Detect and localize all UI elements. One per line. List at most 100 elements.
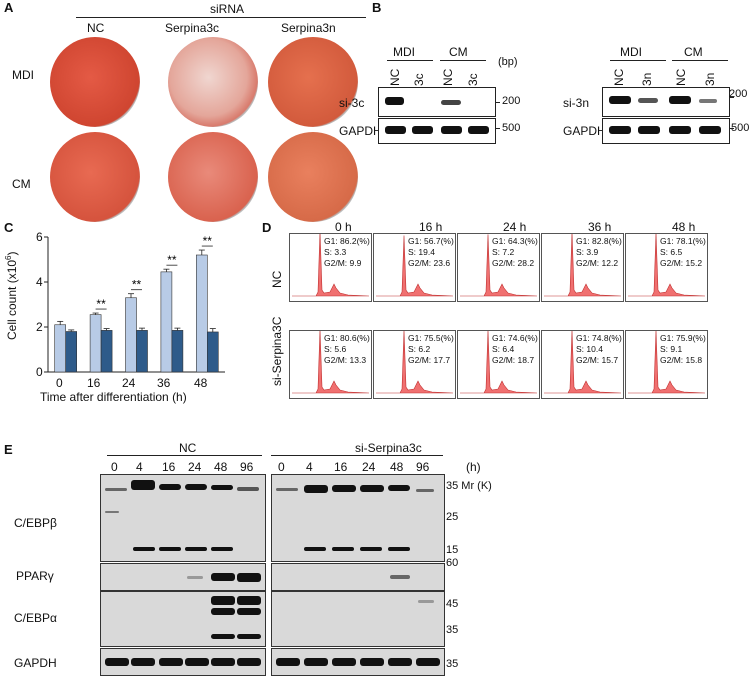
histogram-curve [460,234,538,297]
chart-bar [207,331,219,373]
band [385,126,406,134]
stat-s: S: 7.2 [492,247,515,257]
e-time-nc-2: 16 [162,460,176,474]
chart-ytick-4: 4 [36,275,43,289]
row-cm: CM [12,177,31,191]
histogram-plot: G1: 86.2(%) S: 3.3 G2/M: 9.9 [289,233,372,302]
histogram-svg [460,331,538,394]
band [211,547,233,551]
wb-cebpa-nc [100,591,266,647]
b-bp-unit: (bp) [498,56,518,68]
col-serpina3n: Serpina3n [281,21,336,35]
chart-bar [136,330,148,373]
histogram-plot: G1: 82.8(%) S: 3.9 G2/M: 12.2 [541,233,624,302]
chart-xtick-24: 24 [122,376,136,390]
stat-g2m: G2/M: 15.2 [660,258,703,268]
histogram-svg [628,234,706,297]
band [669,96,691,104]
gel-b-left-top [378,87,496,117]
histogram-curve [544,331,622,394]
b-left-mdi-line [387,60,433,61]
histogram-stats: G1: 64.3(%) S: 7.2 G2/M: 28.2 [492,236,538,269]
stat-g2m: G2/M: 13.3 [324,355,367,365]
band [185,658,209,666]
band [185,547,207,551]
e-protein-cebpa: C/EBPα [14,611,57,625]
chart-xtick-0: 0 [56,376,63,390]
band [133,547,155,551]
cell-count-chart: ** ** ** ** [44,234,225,373]
wb-ppary-nc [100,563,266,591]
tick [495,102,500,103]
band [187,576,203,579]
stat-g2m: G2/M: 18.7 [492,355,535,365]
b-right-marker-200: 200 [729,88,748,100]
stat-g1: G1: 64.3(%) [492,236,538,246]
chart-ytick-0: 0 [36,365,43,379]
b-left-row-gapdh: GAPDH [339,124,382,138]
b-right-marker-500: 500 [731,122,750,134]
histogram-stats: G1: 56.7(%) S: 19.4 G2/M: 23.6 [408,236,454,269]
band [185,484,207,490]
e-time-si-0: 0 [278,460,285,474]
panel-label-c: C [4,220,14,235]
band [237,573,261,582]
tick [495,128,500,129]
band [211,658,235,666]
chart-ytick-2: 2 [36,320,43,334]
wb-cebpb-si [271,474,445,562]
dish-mdi-serpina3c [168,37,258,127]
sirna-header: siRNA [210,2,245,16]
panel-label-a: A [4,0,14,15]
b-right-lane-4: 3n [703,72,717,86]
wb-gapdh-si [271,648,445,676]
band [412,126,433,134]
band [388,658,412,666]
stat-g2m: G2/M: 15.7 [576,355,619,365]
band [390,575,410,579]
gel-b-left-gapdh [378,118,496,144]
e-marker-60: 60 [446,557,459,569]
histogram-plot: G1: 75.9(%) S: 9.1 G2/M: 15.8 [625,330,708,399]
histogram-plot: G1: 74.6(%) S: 6.4 G2/M: 18.7 [457,330,540,399]
b-right-group-cm: CM [684,45,703,59]
chart-bar [100,330,113,373]
e-time-si-2: 16 [334,460,348,474]
b-right-row-gapdh: GAPDH [563,124,606,138]
b-right-mdi-line [610,60,666,61]
band [237,487,259,491]
stat-g1: G1: 82.8(%) [576,236,622,246]
band [237,596,261,605]
d-time-24: 24 h [503,220,527,234]
band [131,658,155,666]
stat-s: S: 9.1 [660,344,683,354]
chart-xlabel: Time after differentiation (h) [40,390,187,404]
chart-bar [196,254,208,373]
stat-g2m: G2/M: 15.8 [660,355,703,365]
chart-bar [65,331,77,373]
chart-sig-label: ** [132,278,142,292]
stat-g1: G1: 78.1(%) [660,236,706,246]
sirna-line [76,17,366,18]
e-marker-45: 45 [446,598,459,610]
chart-xtick-48: 48 [194,376,208,390]
band [332,658,356,666]
band [441,126,462,134]
band [304,485,328,493]
stat-g1: G1: 80.6(%) [324,333,370,343]
band [388,547,410,551]
band [360,547,382,551]
histogram-svg [292,234,370,297]
band [276,658,300,666]
histogram-stats: G1: 75.9(%) S: 9.1 G2/M: 15.8 [660,333,706,366]
histogram-curve [628,331,706,394]
b-left-group-mdi: MDI [393,45,415,59]
stat-g2m: G2/M: 9.9 [324,258,362,268]
histogram-svg [628,331,706,394]
band [237,658,261,666]
chart-sig-label: ** [203,234,213,248]
band [159,484,181,490]
band [211,608,235,615]
stat-s: S: 5.6 [324,344,347,354]
band [638,126,660,134]
